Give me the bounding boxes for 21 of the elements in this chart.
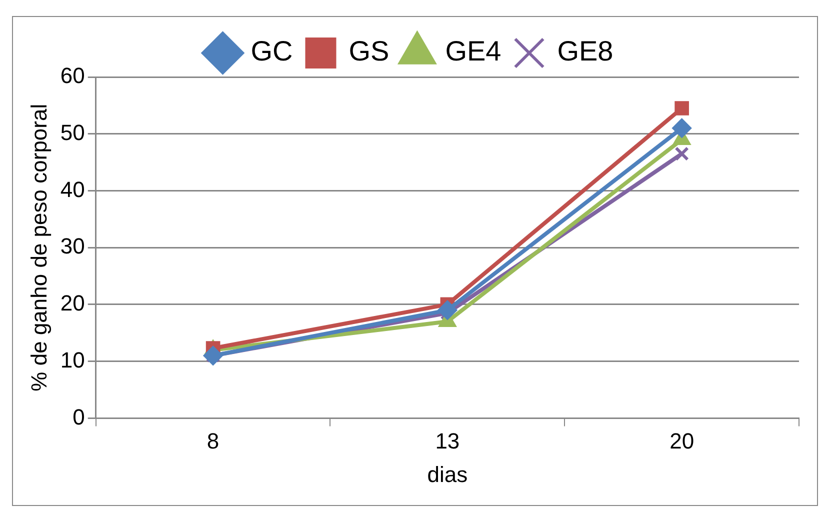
point xyxy=(204,346,223,366)
legend-label: GS xyxy=(348,36,390,67)
y-tick-label: 10 xyxy=(60,347,85,372)
y-tick-label: 20 xyxy=(60,290,85,316)
y-tick-label: 30 xyxy=(60,234,85,259)
legend-label: GE8 xyxy=(557,36,614,67)
y-tick-label: 50 xyxy=(60,120,85,145)
legend-label: GC xyxy=(250,36,293,67)
y-tick-label: 60 xyxy=(60,63,85,88)
y-tick-label: 0 xyxy=(72,404,85,430)
legend-label: GE4 xyxy=(445,36,502,67)
point xyxy=(672,118,692,138)
y-tick-label: 40 xyxy=(60,176,85,202)
point xyxy=(438,300,457,320)
x-tick-label: 13 xyxy=(435,428,460,454)
point xyxy=(674,146,689,161)
y-axis-title: % de ganho de peso corporal xyxy=(26,104,52,392)
x-tick-label: 8 xyxy=(206,428,220,454)
x-axis-title: dias xyxy=(427,462,468,487)
point xyxy=(674,101,689,116)
x-tick-label: 20 xyxy=(670,428,694,454)
